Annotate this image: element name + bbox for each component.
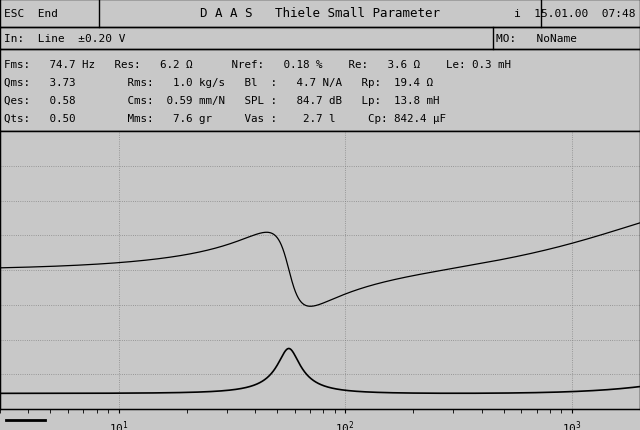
Text: Qms:   3.73        Rms:   1.0 kg/s   Bl  :   4.7 N/A   Rp:  19.4 Ω: Qms: 3.73 Rms: 1.0 kg/s Bl : 4.7 N/A Rp:… bbox=[4, 78, 433, 88]
Text: ESC  End: ESC End bbox=[4, 9, 58, 19]
Text: D A A S   Thiele Small Parameter: D A A S Thiele Small Parameter bbox=[200, 7, 440, 21]
Text: In:  Line  ±0.20 V: In: Line ±0.20 V bbox=[4, 34, 126, 44]
Text: Qts:   0.50        Mms:   7.6 gr     Vas :    2.7 l     Cp: 842.4 µF: Qts: 0.50 Mms: 7.6 gr Vas : 2.7 l Cp: 84… bbox=[4, 114, 447, 123]
Text: Fms:   74.7 Hz   Res:   6.2 Ω      Nref:   0.18 %    Re:   3.6 Ω    Le: 0.3 mH: Fms: 74.7 Hz Res: 6.2 Ω Nref: 0.18 % Re:… bbox=[4, 60, 511, 70]
Text: i  15.01.00  07:48: i 15.01.00 07:48 bbox=[514, 9, 636, 19]
Text: MO:   NoName: MO: NoName bbox=[496, 34, 577, 44]
Text: Qes:   0.58        Cms:  0.59 mm/N   SPL :   84.7 dB   Lp:  13.8 mH: Qes: 0.58 Cms: 0.59 mm/N SPL : 84.7 dB L… bbox=[4, 95, 440, 106]
